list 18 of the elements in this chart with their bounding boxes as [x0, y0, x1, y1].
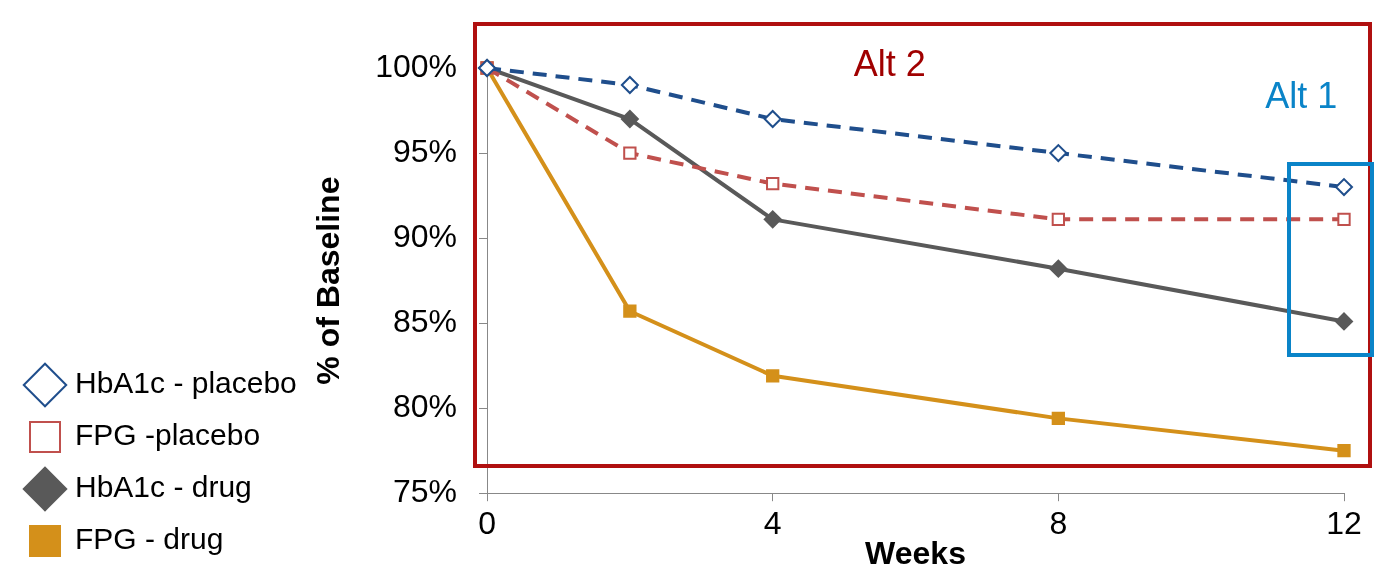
- y-tick-label: 95%: [392, 132, 458, 169]
- x-tick-label: 4: [763, 505, 782, 542]
- y-axis-title: % of Baseline: [309, 176, 346, 385]
- legend-label: HbA1c - placebo: [75, 366, 297, 400]
- y-tick-label: 80%: [392, 387, 458, 424]
- y-tick-label: 90%: [392, 217, 458, 254]
- x-axis-title: Weeks: [865, 534, 966, 571]
- legend-label: FPG -placebo: [75, 418, 261, 452]
- legend-label: FPG - drug: [75, 522, 224, 556]
- legend-label: HbA1c - drug: [75, 470, 252, 504]
- y-tick-label: 85%: [392, 302, 458, 339]
- y-tick-label: 75%: [392, 473, 458, 510]
- annotation: Alt 1: [1265, 74, 1338, 116]
- x-tick-label: 0: [478, 505, 496, 542]
- x-tick-label: 8: [1049, 505, 1068, 542]
- x-tick-label: 12: [1326, 505, 1362, 542]
- annotation: Alt 2: [853, 42, 926, 84]
- y-tick-label: 100%: [375, 47, 458, 84]
